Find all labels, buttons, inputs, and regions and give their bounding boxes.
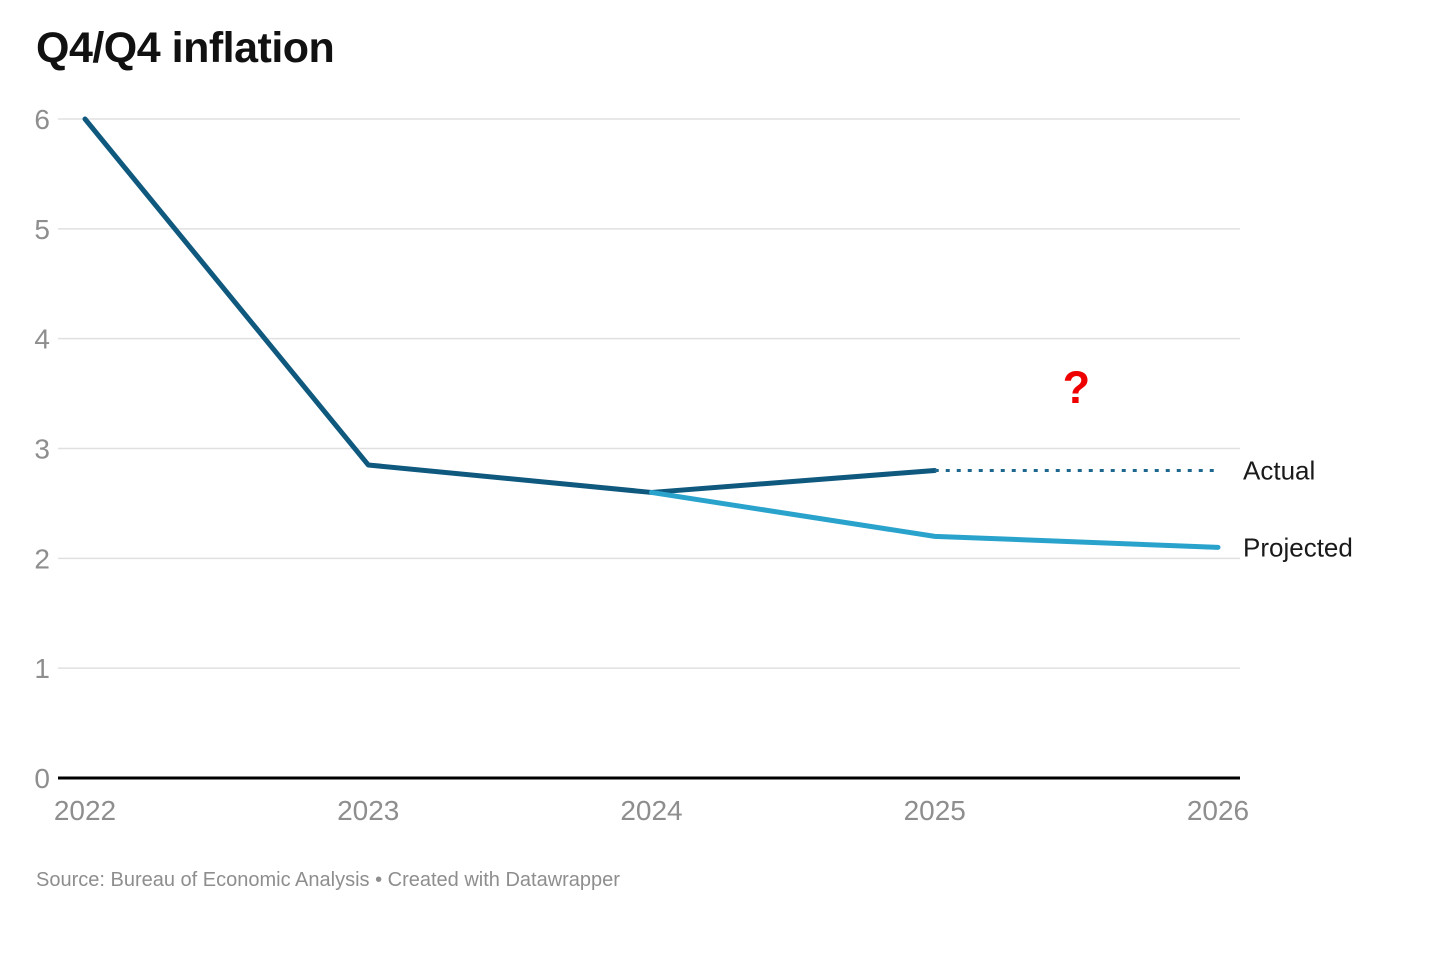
x-tick-label: 2024	[620, 795, 682, 826]
series-edge-label: Actual	[1243, 455, 1315, 485]
line-chart: 0 1 2 3 4 5 6 2022 2023 2024 2025 2026 Actual Project…	[34, 104, 1353, 826]
x-tick-label: 2025	[904, 795, 966, 826]
x-tick-label: 2022	[54, 795, 116, 826]
source-note: Source: Bureau of Economic Analysis • Cr…	[36, 869, 620, 891]
x-tick-label: 2023	[337, 795, 399, 826]
series-edge-label: Projected	[1243, 532, 1353, 562]
chart-title: Q4/Q4 inflation	[36, 24, 335, 72]
y-tick-label: 0	[34, 763, 50, 794]
y-tick-label: 4	[34, 324, 50, 355]
y-tick-label: 6	[34, 104, 50, 135]
x-tick-label: 2026	[1187, 795, 1249, 826]
series-line-actual	[82, 116, 938, 495]
y-tick-label: 2	[34, 543, 50, 574]
y-tick-label: 1	[34, 653, 50, 684]
series-line-projected	[649, 489, 1221, 550]
y-tick-label: 3	[34, 434, 50, 465]
y-tick-label: 5	[34, 214, 50, 245]
question-mark-annotation: ?	[1063, 362, 1091, 413]
